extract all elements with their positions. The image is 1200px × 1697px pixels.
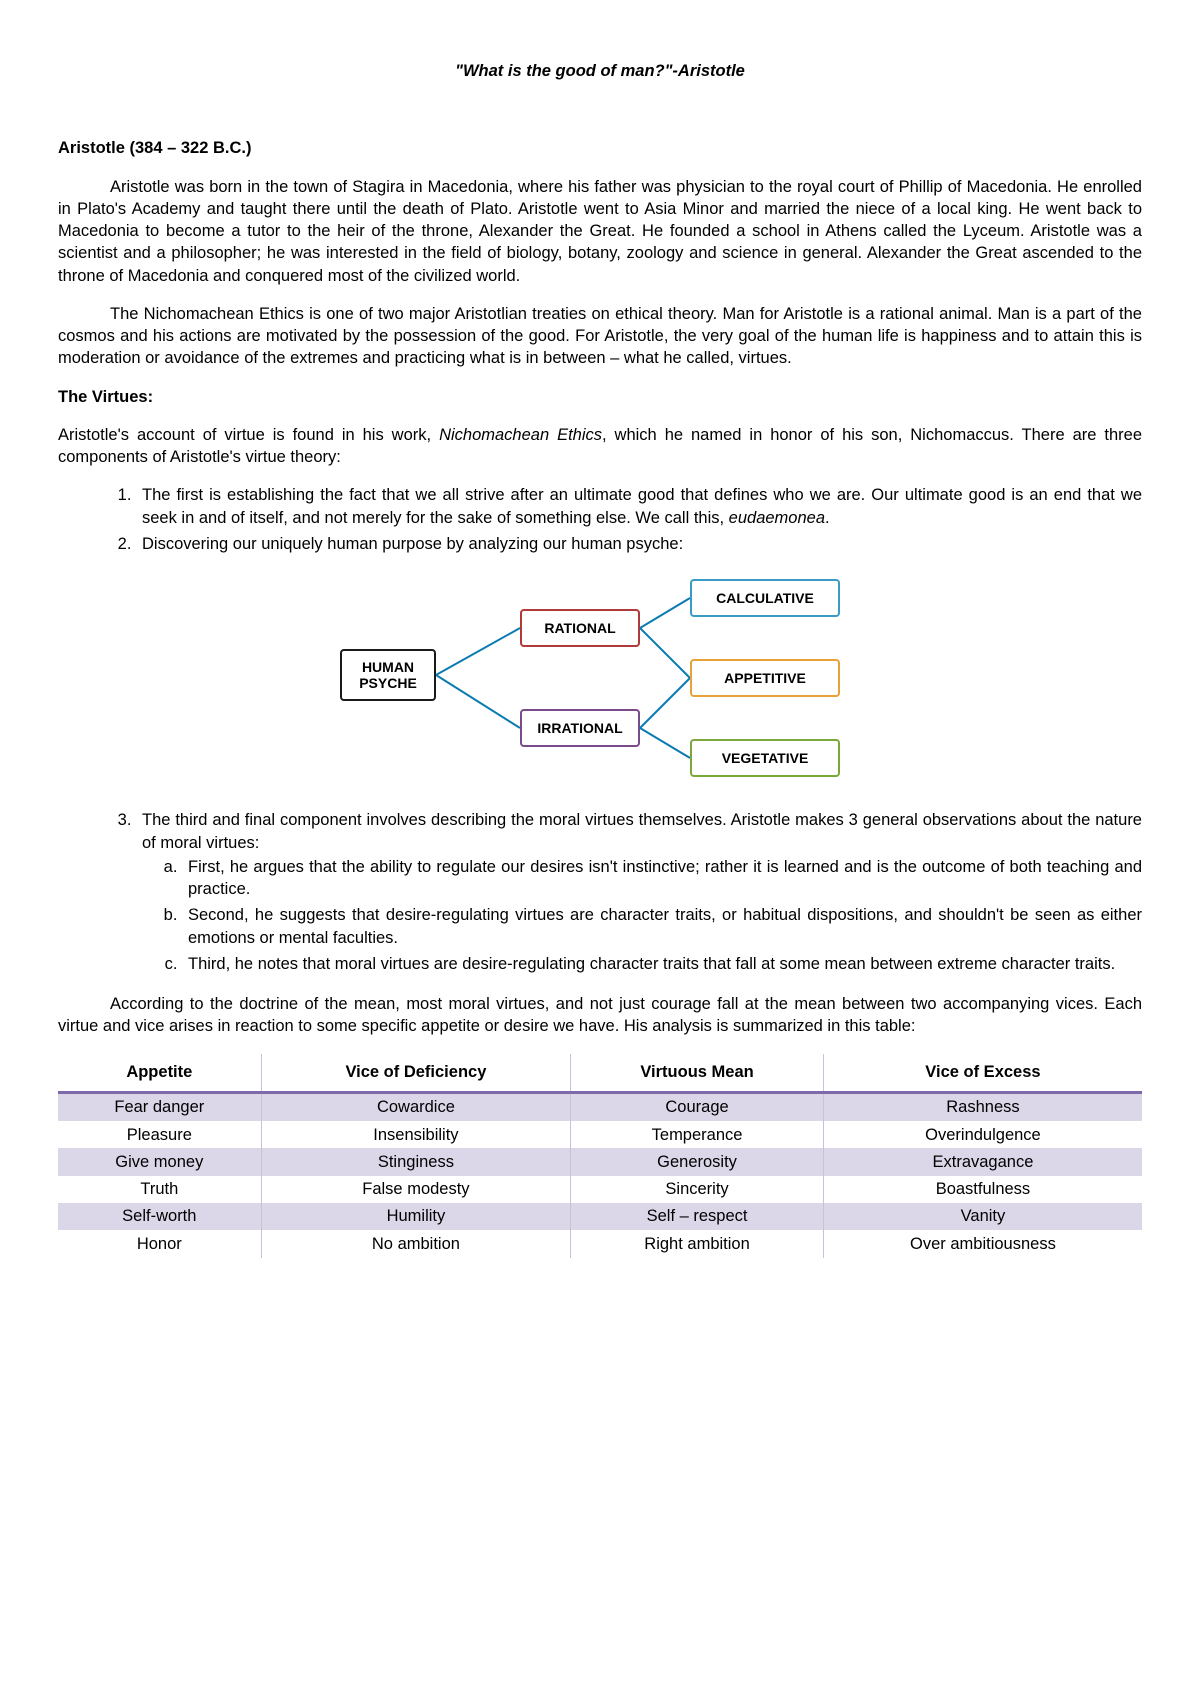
list-item: First, he argues that the ability to reg… (182, 856, 1142, 901)
virtues-intro-a: Aristotle's account of virtue is found i… (58, 426, 439, 444)
table-cell: Insensibility (261, 1121, 571, 1148)
table-row: PleasureInsensibilityTemperanceOverindul… (58, 1121, 1142, 1148)
table-cell: Right ambition (571, 1230, 824, 1257)
table-row: Self-worthHumilitySelf – respectVanity (58, 1203, 1142, 1230)
diagram-node-vegetative: VEGETATIVE (690, 739, 840, 777)
psyche-diagram: HUMANPSYCHE RATIONAL IRRATIONAL CALCULAT… (340, 573, 860, 783)
virtues-table: Appetite Vice of Deficiency Virtuous Mea… (58, 1054, 1142, 1258)
table-row: Fear dangerCowardiceCourageRashness (58, 1092, 1142, 1121)
table-cell: Temperance (571, 1121, 824, 1148)
table-row: HonorNo ambitionRight ambitionOver ambit… (58, 1230, 1142, 1257)
diagram-node-appetitive: APPETITIVE (690, 659, 840, 697)
table-header-row: Appetite Vice of Deficiency Virtuous Mea… (58, 1054, 1142, 1093)
list1-text-a: The first is establishing the fact that … (142, 486, 1142, 526)
diagram-node-human-psyche: HUMANPSYCHE (340, 649, 436, 701)
list3-lead: The third and final component involves d… (142, 811, 1142, 851)
table-row: TruthFalse modestySincerityBoastfulness (58, 1176, 1142, 1203)
diagram-node-irrational: IRRATIONAL (520, 709, 640, 747)
table-cell: Stinginess (261, 1148, 571, 1175)
table-cell: Extravagance (823, 1148, 1142, 1175)
list-item: Discovering our uniquely human purpose b… (136, 533, 1142, 555)
list1-text-b: . (825, 509, 830, 527)
list-item: The first is establishing the fact that … (136, 484, 1142, 529)
list-item: Second, he suggests that desire-regulati… (182, 904, 1142, 949)
table-cell: Vanity (823, 1203, 1142, 1230)
table-header: Vice of Deficiency (261, 1054, 571, 1093)
virtues-intro-em: Nichomachean Ethics (439, 426, 602, 444)
table-row: Give moneyStinginessGenerosityExtravagan… (58, 1148, 1142, 1175)
table-cell: Courage (571, 1092, 824, 1121)
list-item: Third, he notes that moral virtues are d… (182, 953, 1142, 975)
list1-em: eudaemonea (729, 509, 825, 527)
table-cell: Self-worth (58, 1203, 261, 1230)
list-item: The third and final component involves d… (136, 809, 1142, 975)
table-cell: Humility (261, 1203, 571, 1230)
table-cell: Pleasure (58, 1121, 261, 1148)
table-cell: Honor (58, 1230, 261, 1257)
table-cell: No ambition (261, 1230, 571, 1257)
table-cell: Generosity (571, 1148, 824, 1175)
table-cell: Boastfulness (823, 1176, 1142, 1203)
table-cell: Give money (58, 1148, 261, 1175)
table-cell: Truth (58, 1176, 261, 1203)
table-header: Appetite (58, 1054, 261, 1093)
table-cell: False modesty (261, 1176, 571, 1203)
virtue-components-list-cont: The third and final component involves d… (58, 809, 1142, 975)
diagram-node-calculative: CALCULATIVE (690, 579, 840, 617)
table-cell: Self – respect (571, 1203, 824, 1230)
virtues-intro: Aristotle's account of virtue is found i… (58, 424, 1142, 469)
table-cell: Over ambitiousness (823, 1230, 1142, 1257)
header-quote: "What is the good of man?"-Aristotle (58, 60, 1142, 82)
virtue-components-list: The first is establishing the fact that … (58, 484, 1142, 555)
table-cell: Cowardice (261, 1092, 571, 1121)
paragraph-ethics: The Nichomachean Ethics is one of two ma… (58, 303, 1142, 370)
virtues-heading: The Virtues: (58, 386, 1142, 408)
observations-sublist: First, he argues that the ability to reg… (142, 856, 1142, 975)
page-title: Aristotle (384 – 322 B.C.) (58, 137, 1142, 159)
table-cell: Fear danger (58, 1092, 261, 1121)
paragraph-mean: According to the doctrine of the mean, m… (58, 993, 1142, 1038)
table-cell: Overindulgence (823, 1121, 1142, 1148)
paragraph-bio: Aristotle was born in the town of Stagir… (58, 176, 1142, 287)
table-header: Virtuous Mean (571, 1054, 824, 1093)
table-cell: Sincerity (571, 1176, 824, 1203)
diagram-node-rational: RATIONAL (520, 609, 640, 647)
table-header: Vice of Excess (823, 1054, 1142, 1093)
table-cell: Rashness (823, 1092, 1142, 1121)
